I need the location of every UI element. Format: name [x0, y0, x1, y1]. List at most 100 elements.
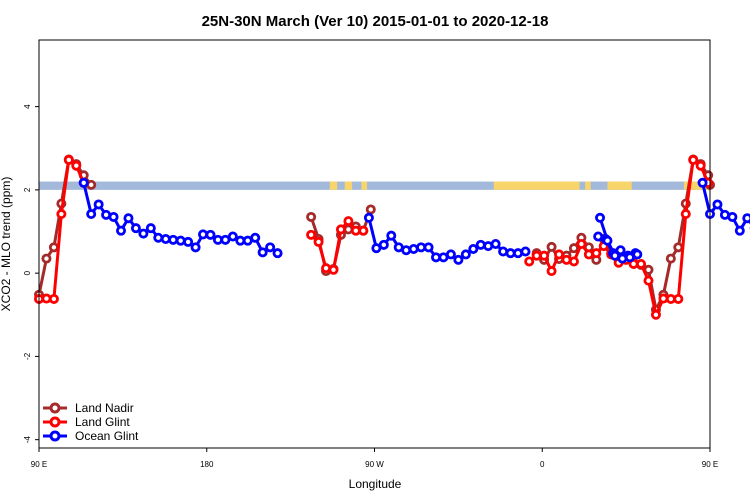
data-point-ocean-glint — [116, 225, 127, 236]
data-point-land-nadir — [48, 242, 59, 253]
data-point-ocean-glint — [145, 223, 156, 234]
band-land-3 — [493, 181, 580, 190]
y-tick-label: 4 — [23, 104, 32, 109]
data-point-ocean-glint — [602, 235, 613, 246]
band-land-0 — [329, 181, 338, 190]
data-point-ocean-glint — [498, 246, 509, 257]
y-axis-label: XCO2 - MLO trend (ppm) — [0, 177, 13, 312]
data-point-ocean-glint — [697, 177, 708, 188]
series-land-glint — [34, 154, 714, 320]
data-point-land-glint — [321, 263, 332, 274]
data-point-ocean-glint — [712, 199, 723, 210]
x-tick-label: 180 — [200, 460, 214, 469]
data-point-ocean-glint — [423, 242, 434, 253]
data-point-ocean-glint — [445, 249, 456, 260]
legend-entry-land-nadir: Land Nadir — [43, 401, 134, 415]
data-point-land-glint — [343, 216, 354, 227]
data-point-ocean-glint — [468, 243, 479, 254]
data-point-land-glint — [680, 209, 691, 220]
data-point-land-glint — [306, 229, 317, 240]
data-point-ocean-glint — [227, 231, 238, 242]
x-tick-label: 0 — [540, 460, 545, 469]
legend: Land Nadir Land Glint Ocean Glint — [43, 401, 139, 443]
data-point-ocean-glint — [460, 249, 471, 260]
data-point-land-nadir — [665, 253, 676, 264]
data-point-land-glint — [636, 258, 647, 269]
data-point-ocean-glint — [265, 242, 276, 253]
x-axis: 90 E 180 90 W 0 90 E — [31, 448, 718, 469]
data-point-land-glint — [576, 238, 587, 249]
data-point-ocean-glint — [183, 236, 194, 247]
y-axis: -4 -2 0 2 4 — [23, 104, 39, 443]
legend-marker-land-nadir — [49, 402, 61, 414]
data-point-land-glint — [63, 154, 74, 165]
data-point-ocean-glint — [595, 212, 606, 223]
data-point-land-glint — [335, 224, 346, 235]
data-point-ocean-glint — [175, 235, 186, 246]
y-tick-label: 0 — [23, 270, 32, 275]
data-point-land-glint — [524, 256, 535, 267]
data-point-ocean-glint — [153, 232, 164, 243]
data-point-land-glint — [695, 160, 706, 171]
x-tick-label: 90 E — [702, 460, 718, 469]
band-land-2 — [361, 181, 368, 190]
series-ocean-glint — [78, 177, 750, 265]
data-point-ocean-glint — [272, 248, 283, 259]
data-point-land-nadir — [306, 211, 317, 222]
data-point-ocean-glint — [160, 234, 171, 245]
data-point-ocean-glint — [363, 212, 374, 223]
data-point-ocean-glint — [130, 223, 141, 234]
data-point-ocean-glint — [475, 239, 486, 250]
data-point-ocean-glint — [168, 234, 179, 245]
data-point-ocean-glint — [138, 228, 149, 239]
data-point-ocean-glint — [190, 242, 201, 253]
data-point-ocean-glint — [371, 243, 382, 254]
data-point-ocean-glint — [401, 245, 412, 256]
data-point-ocean-glint — [86, 209, 97, 220]
data-point-land-glint — [358, 225, 369, 236]
data-point-land-glint — [48, 293, 59, 304]
data-point-ocean-glint — [78, 177, 89, 188]
data-point-ocean-glint — [513, 248, 524, 259]
data-point-land-glint — [650, 309, 661, 320]
series-line-land-glint — [38, 158, 86, 301]
data-point-land-glint — [561, 254, 572, 265]
data-point-ocean-glint — [220, 234, 231, 245]
legend-label-land-glint: Land Glint — [75, 415, 130, 429]
data-point-ocean-glint — [490, 238, 501, 249]
data-point-ocean-glint — [108, 211, 119, 222]
legend-entry-land-glint: Land Glint — [43, 415, 130, 429]
x-tick-label: 90 E — [31, 460, 47, 469]
band-land-6 — [683, 181, 710, 190]
y-tick-label: 2 — [23, 187, 32, 192]
data-point-land-glint — [554, 249, 565, 260]
data-point-land-glint — [688, 154, 699, 165]
data-point-ocean-glint — [93, 199, 104, 210]
land-mask-band — [39, 181, 710, 190]
y-tick-label: -2 — [23, 352, 32, 360]
data-point-land-glint — [591, 248, 602, 259]
data-point-land-nadir — [673, 242, 684, 253]
data-point-ocean-glint — [617, 253, 628, 264]
data-point-ocean-glint — [615, 245, 626, 256]
legend-label-land-nadir: Land Nadir — [75, 401, 134, 415]
data-point-ocean-glint — [408, 243, 419, 254]
data-point-ocean-glint — [257, 247, 268, 258]
band-land-4 — [585, 181, 591, 190]
data-point-land-glint — [71, 160, 82, 171]
data-point-ocean-glint — [453, 254, 464, 265]
chart-title: 25N-30N March (Ver 10) 2015-01-01 to 202… — [202, 13, 549, 30]
data-point-land-glint — [313, 236, 324, 247]
data-point-ocean-glint — [386, 230, 397, 241]
band-land-5 — [607, 181, 632, 190]
data-point-ocean-glint — [734, 225, 745, 236]
series-layer — [34, 154, 750, 320]
x-axis-label: Longitude — [349, 477, 402, 491]
data-point-land-nadir — [546, 241, 557, 252]
data-point-land-glint — [673, 293, 684, 304]
band-ocean — [39, 181, 710, 190]
data-point-land-glint — [568, 256, 579, 267]
data-point-ocean-glint — [727, 211, 738, 222]
data-point-land-nadir — [41, 253, 52, 264]
